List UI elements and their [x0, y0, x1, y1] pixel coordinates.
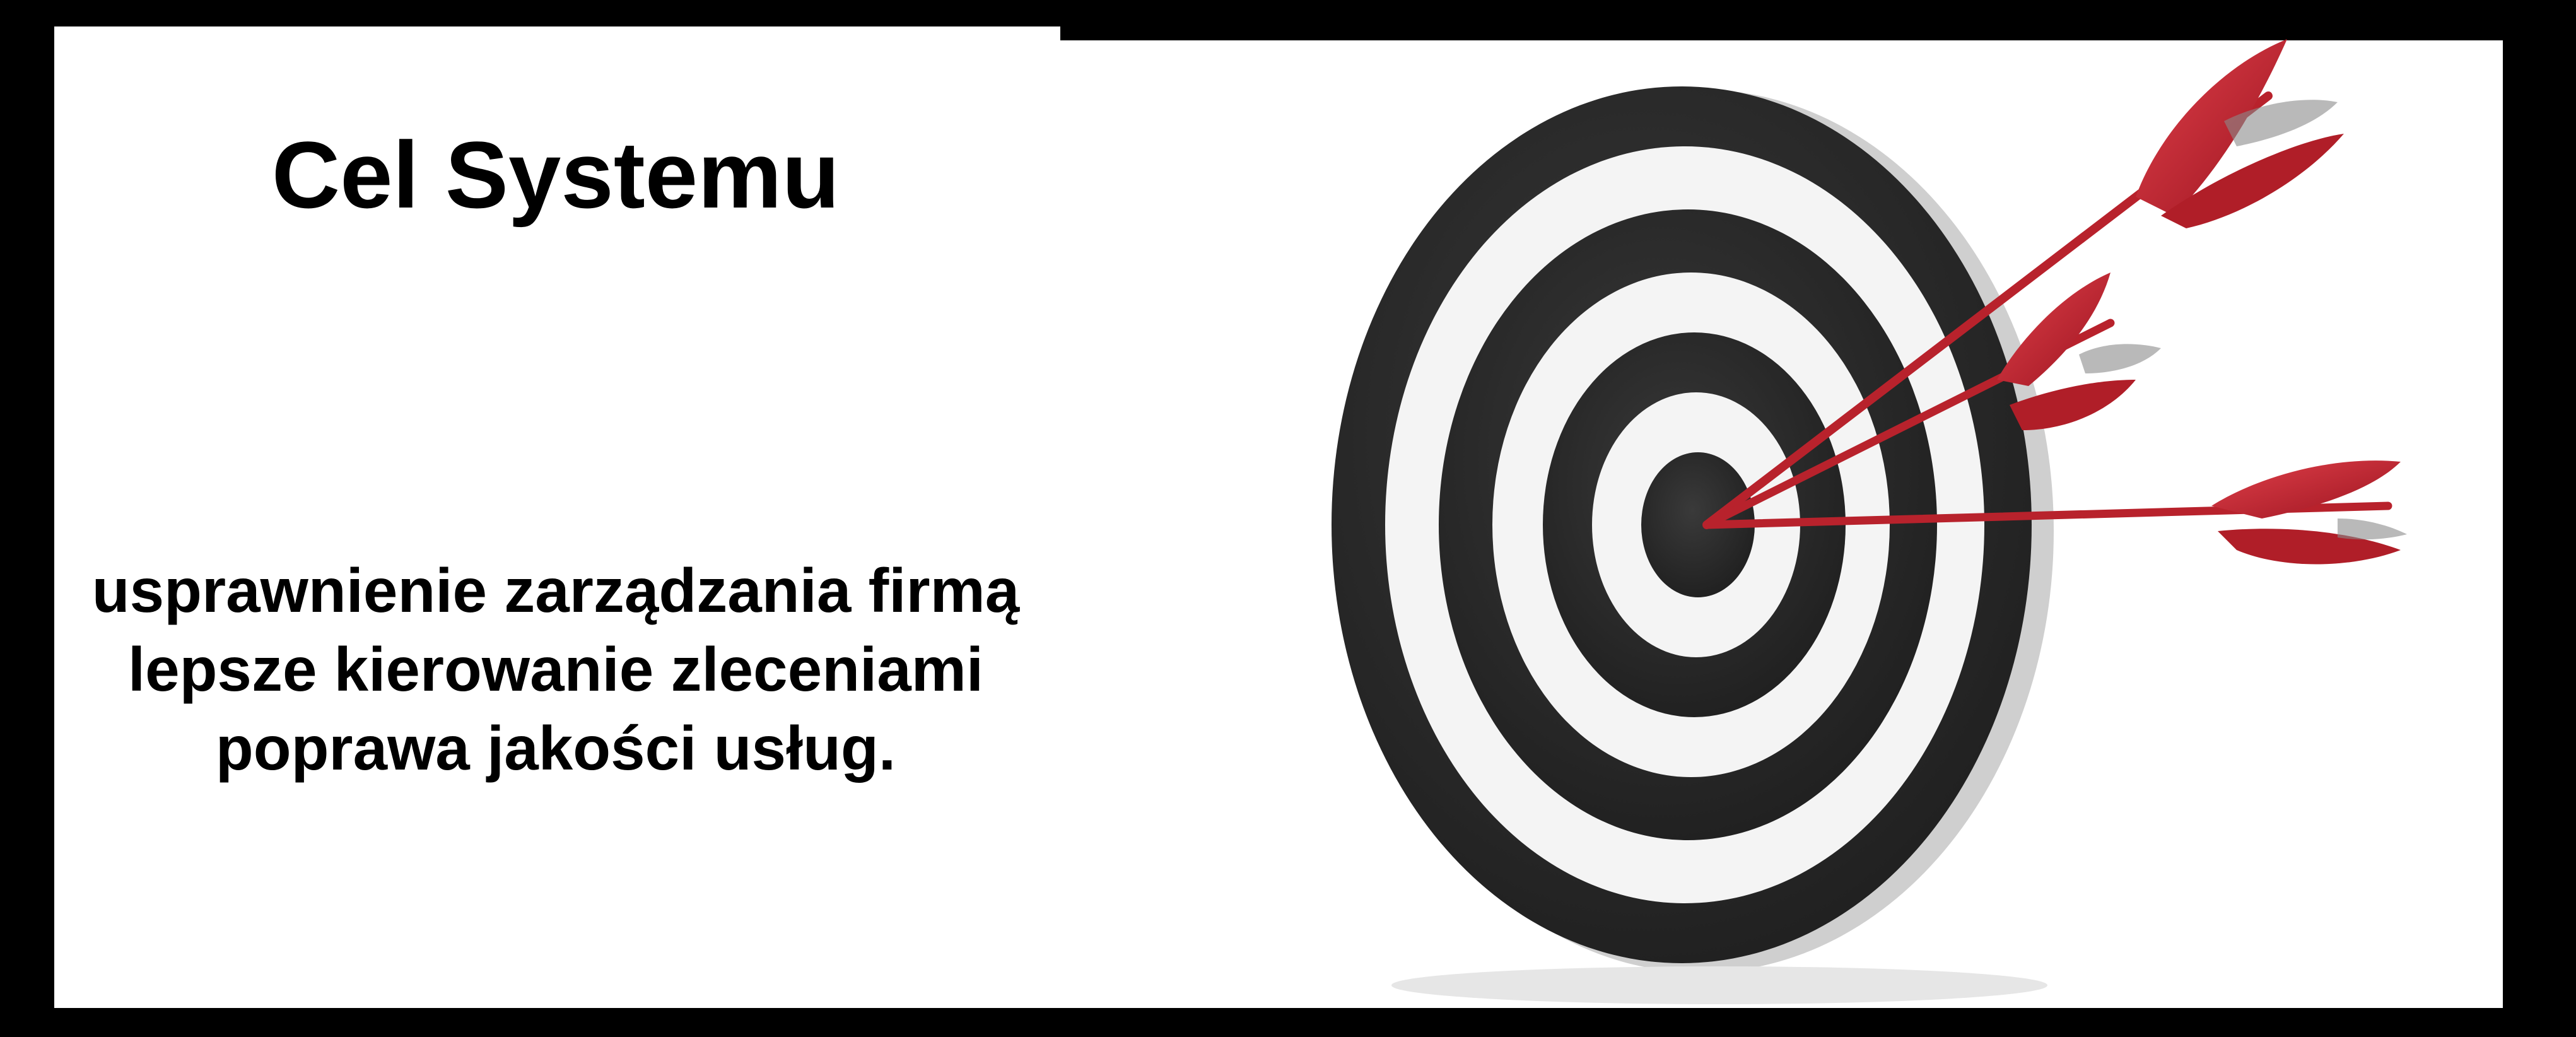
- target-with-arrows-icon: [1332, 39, 2407, 1004]
- goal-item: poprawa jakości usług.: [215, 713, 896, 783]
- arrow-bottom: [1702, 460, 2407, 565]
- goal-list: usprawnienie zarządzania firmą lepsze ki…: [54, 551, 1057, 788]
- arrow-middle: [1702, 272, 2161, 529]
- top-frame-notch: [1060, 26, 2503, 40]
- goal-item: lepsze kierowanie zleceniami: [127, 635, 984, 704]
- slide: Cel Systemu usprawnienie zarządzania fir…: [54, 26, 2503, 1008]
- target-rings: [1332, 86, 2032, 963]
- board-shadow: [1391, 966, 2047, 1004]
- slide-title: Cel Systemu: [271, 122, 840, 228]
- goal-item: usprawnienie zarządzania firmą: [91, 556, 1020, 625]
- arrow-top: [1702, 39, 2344, 529]
